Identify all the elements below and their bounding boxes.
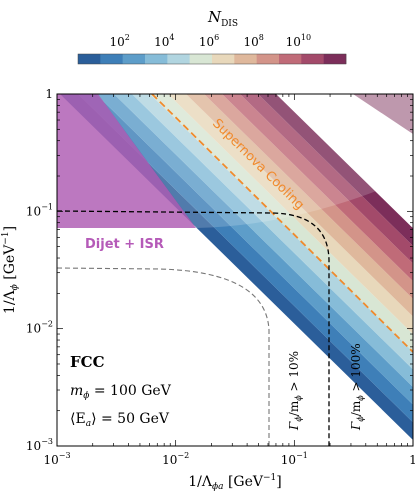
- colorbar-tick-label: 106: [199, 33, 219, 49]
- colorbar-tick-label: 102: [109, 33, 129, 49]
- colorbar-cell-10: [301, 54, 324, 64]
- x-tick-label: 10−3: [43, 451, 70, 467]
- colorbar-cell-11: [323, 54, 347, 64]
- heatmap-corner: [353, 94, 413, 134]
- colorbar-cell-3: [145, 54, 168, 64]
- heatmap-band-8: [204, 94, 413, 299]
- colorbar-cell-4: [167, 54, 190, 64]
- colorbar-cell-1: [100, 54, 123, 64]
- colorbar-cell-0: [78, 54, 101, 64]
- y-axis-ticks: 10−3 10−2 10−1 1: [26, 87, 413, 453]
- colorbar-frame: [77, 53, 347, 65]
- dijet-overlay-right: [98, 94, 413, 228]
- colorbar-tick-label: 104: [154, 33, 174, 49]
- colorbar-cell-2: [122, 54, 146, 64]
- colorbar-tick-label: 1010: [286, 33, 311, 49]
- heatmap-band-11: [258, 94, 413, 246]
- collider-label: FCC: [70, 353, 105, 371]
- heatmap-band-4: [132, 94, 413, 370]
- plot-frame: [56, 93, 414, 447]
- colorbar-tick-label: 108: [243, 33, 263, 49]
- heatmap-band-7: [186, 94, 413, 317]
- contour-width-100: [57, 210, 330, 446]
- colorbar-cell-5: [189, 54, 213, 64]
- x-tick-label: 10−2: [162, 451, 189, 467]
- heatmap-band-2: [96, 94, 413, 405]
- colorbar-cell-7: [234, 54, 257, 64]
- energy-label: ⟨Ea⟩ = 50 GeV: [70, 411, 170, 429]
- colorbar-cell-6: [212, 54, 235, 64]
- unconstrained-region: [57, 224, 357, 446]
- width-100-label: Γϕ/mϕ > 100%: [349, 343, 365, 431]
- heatmap-band-9: [222, 94, 413, 282]
- y-tick-label: 10−2: [26, 320, 53, 336]
- colorbar: [77, 53, 347, 65]
- heatmap-band-3: [114, 94, 413, 388]
- x-tick-label: 10−1: [281, 451, 308, 467]
- supernova-boundary: [151, 94, 413, 353]
- x-tick-label: 1: [409, 453, 415, 467]
- x-axis-label: 1/Λϕa [GeV−1]: [188, 473, 282, 492]
- colorbar-tick-labels: 102 104 106 108 1010: [109, 33, 311, 57]
- width-10-label: Γϕ/mϕ > 10%: [287, 351, 303, 431]
- y-tick-label: 10−1: [26, 202, 53, 218]
- colorbar-cell-8: [256, 54, 280, 64]
- mass-label: mϕ = 100 GeV: [70, 383, 172, 401]
- heatmap-band-6: [168, 94, 413, 335]
- y-axis-label: 1/Λϕ [GeV−1]: [1, 226, 20, 314]
- y-tick-label: 10−3: [26, 437, 53, 453]
- y-tick-label: 1: [45, 87, 53, 101]
- heatmap-band-1: [78, 94, 413, 423]
- contour-width-10: [57, 267, 270, 446]
- heatmap-band-10: [240, 94, 413, 264]
- colorbar-label: NDIS: [207, 8, 238, 29]
- colorbar-cell-9: [279, 54, 302, 64]
- dijet-label: Dijet + ISR: [85, 237, 164, 252]
- x-axis-ticks: 10−3 10−2 10−1 1: [43, 94, 415, 467]
- dijet-overlay: [57, 94, 196, 228]
